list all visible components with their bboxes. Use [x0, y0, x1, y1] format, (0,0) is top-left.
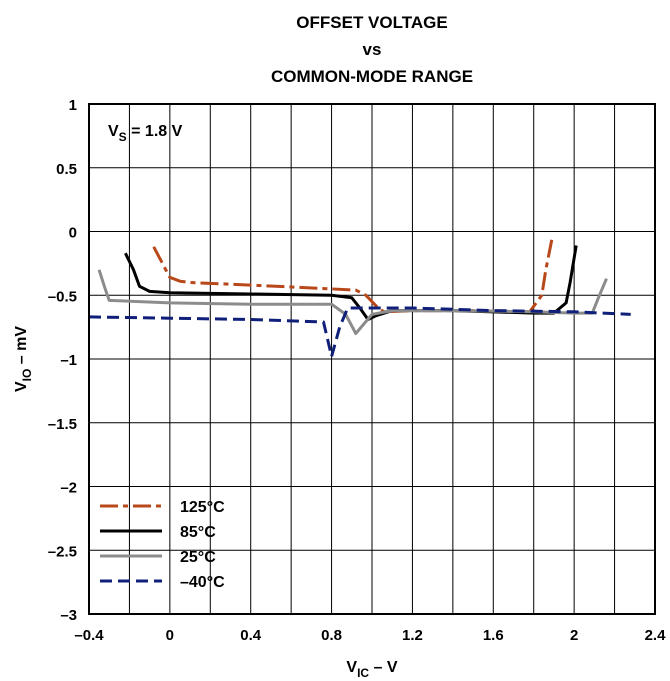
- title-line: OFFSET VOLTAGE: [296, 13, 447, 32]
- series-line: [88, 306, 631, 358]
- x-tick-label: 1.6: [483, 627, 504, 644]
- legend: 125°C 85°C 25°C –40°C: [100, 499, 225, 591]
- series-lines: [88, 238, 631, 358]
- title-line: COMMON-MODE RANGE: [271, 67, 473, 86]
- y-axis-label: VIO – mV: [13, 326, 34, 392]
- title-line: vs: [363, 40, 382, 59]
- supply-voltage-annotation: VS = 1.8 V: [108, 123, 183, 144]
- grid: [89, 104, 655, 614]
- y-tick-label: –0.5: [48, 288, 77, 305]
- x-axis-label: VIC – V: [346, 659, 397, 680]
- y-tick-label: 0: [69, 225, 77, 242]
- legend-label: 125°C: [180, 499, 225, 516]
- y-tick-labels: 1 0.5 0 –0.5 –1 –1.5 –2 –2.5 –3: [48, 97, 77, 624]
- legend-label: –40°C: [180, 574, 225, 591]
- plot-frame: [88, 103, 656, 615]
- x-tick-labels: –0.4 0 0.4 0.8 1.2 1.6 2 2.4: [74, 627, 666, 644]
- series-line: [152, 238, 554, 314]
- x-tick-label: 0.4: [240, 627, 262, 644]
- supply-voltage-label: VS = 1.8 V: [108, 123, 183, 144]
- y-tick-label: 0.5: [56, 161, 77, 178]
- legend-label: 85°C: [180, 524, 216, 541]
- x-tick-label: 1.2: [402, 627, 423, 644]
- x-tick-label: 0.8: [321, 627, 342, 644]
- series-line: [97, 269, 608, 335]
- x-tick-label: 2.4: [645, 627, 667, 644]
- axis-labels: VIC – V VIO – mV: [13, 326, 398, 680]
- y-tick-label: –2: [60, 480, 77, 497]
- chart-title: OFFSET VOLTAGE vs COMMON-MODE RANGE: [271, 13, 473, 86]
- x-tick-label: 0: [166, 627, 174, 644]
- x-tick-label: –0.4: [74, 627, 104, 644]
- y-tick-label: –3: [60, 607, 77, 624]
- x-tick-label: 2: [570, 627, 578, 644]
- legend-label: 25°C: [180, 549, 216, 566]
- y-tick-label: –1.5: [48, 416, 77, 433]
- y-tick-label: 1: [69, 97, 77, 114]
- y-tick-label: –1: [60, 352, 77, 369]
- y-tick-label: –2.5: [48, 543, 77, 560]
